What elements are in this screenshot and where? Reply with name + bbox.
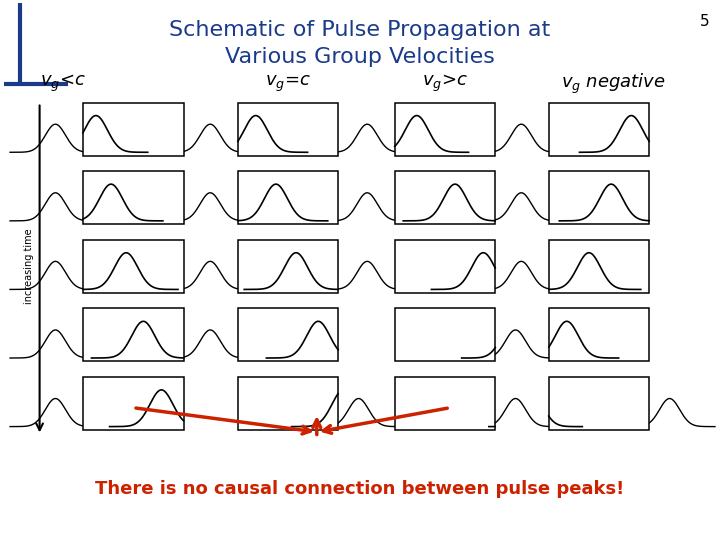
Bar [238, 377, 338, 430]
Bar [83, 308, 184, 361]
Bar [83, 377, 184, 430]
Text: There is no causal connection between pulse peaks!: There is no causal connection between pu… [95, 480, 625, 498]
Bar [83, 240, 184, 293]
Text: Schematic of Pulse Propagation at: Schematic of Pulse Propagation at [169, 19, 551, 40]
Bar [395, 171, 495, 224]
Text: 5: 5 [700, 14, 709, 29]
Bar [83, 103, 184, 156]
Bar [238, 171, 338, 224]
Bar [83, 171, 184, 224]
Text: increasing time: increasing time [24, 228, 34, 304]
Bar [549, 308, 649, 361]
Text: Various Group Velocities: Various Group Velocities [225, 46, 495, 67]
Bar [549, 240, 649, 293]
Bar [395, 308, 495, 361]
Text: $v_g$<c: $v_g$<c [40, 73, 86, 94]
Bar [238, 308, 338, 361]
Text: $v_g$>c: $v_g$>c [422, 73, 468, 94]
Bar [395, 103, 495, 156]
Bar [238, 103, 338, 156]
Text: $v_g$=c: $v_g$=c [265, 73, 311, 94]
Bar [549, 377, 649, 430]
Bar [549, 103, 649, 156]
Bar [395, 240, 495, 293]
Bar [549, 171, 649, 224]
Bar [238, 240, 338, 293]
Text: $v_g$ negative: $v_g$ negative [561, 72, 666, 96]
Bar [395, 377, 495, 430]
